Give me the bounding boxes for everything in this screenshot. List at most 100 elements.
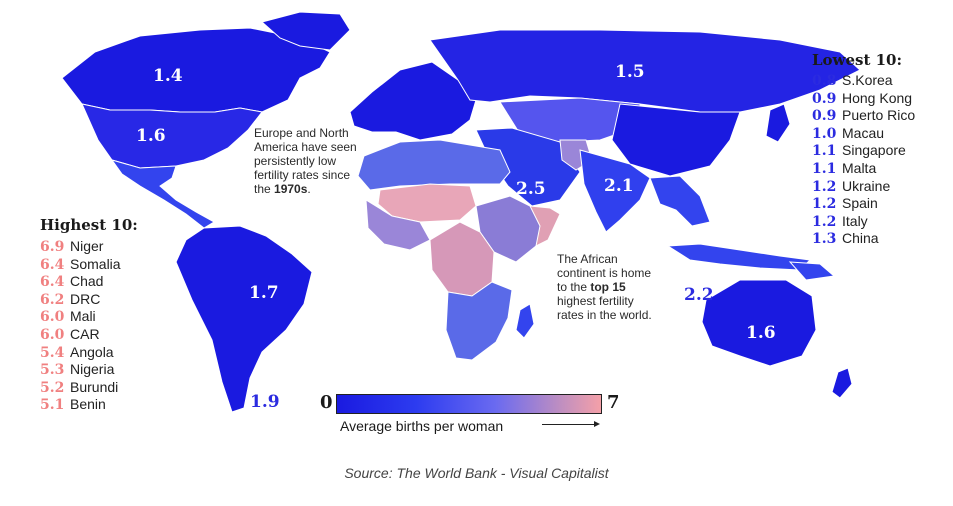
list-item: 1.3 China [812, 230, 915, 248]
callout-line: continent is home [557, 266, 652, 280]
list-item: 1.2 Italy [812, 213, 915, 231]
item-value: 0.9 [812, 108, 837, 125]
japan-region [765, 103, 791, 143]
item-value: 1.3 [812, 231, 837, 248]
callout-line: rates in the world. [557, 308, 652, 322]
new-zealand-region [831, 367, 853, 399]
item-value: 1.1 [812, 143, 837, 160]
middle-east-value: 2.5 [516, 179, 546, 199]
canada-value: 1.4 [153, 66, 183, 86]
list-item: 6.9 Niger [40, 238, 121, 256]
scale-title: Average births per woman [340, 418, 504, 434]
madagascar-region [515, 303, 535, 339]
world-map [61, 11, 861, 413]
item-country: Malta [842, 159, 877, 176]
callout-text: . [307, 182, 311, 196]
callout-line: persistently low [254, 154, 337, 168]
southeast-asia-region [649, 175, 711, 227]
item-value: 6.4 [40, 256, 65, 273]
southern-africa-region [445, 281, 513, 361]
list-item: 6.2 DRC [40, 291, 121, 309]
south-america-region [175, 225, 313, 413]
highest-list-title: Highest 10: [40, 216, 138, 234]
list-item: 1.0 Macau [812, 125, 915, 143]
callout-text: the [254, 182, 275, 196]
greenland-region [260, 11, 351, 51]
russia-region [429, 29, 861, 113]
item-value: 6.2 [40, 291, 65, 308]
usa-value: 1.6 [136, 126, 166, 146]
india-region [579, 149, 651, 233]
item-country: China [842, 230, 879, 247]
item-value: 6.0 [40, 309, 65, 326]
item-country: Macau [842, 124, 885, 141]
southeast-asia-value: 2.2 [684, 285, 714, 305]
scale-max-label: 7 [607, 392, 620, 413]
india-value: 2.1 [604, 176, 634, 196]
arrow-right-icon [542, 421, 600, 427]
north-africa-region [357, 139, 511, 191]
item-value: 1.0 [812, 125, 837, 142]
australia-value: 1.6 [746, 323, 776, 343]
list-item: 1.2 Spain [812, 195, 915, 213]
item-value: 5.4 [40, 344, 65, 361]
item-country: Somalia [70, 255, 121, 272]
item-country: Burundi [70, 378, 119, 395]
somalia-region [529, 205, 561, 247]
item-country: Puerto Rico [842, 107, 916, 124]
list-item: 5.3 Nigeria [40, 361, 121, 379]
callout-line: The African [557, 252, 618, 266]
item-value: 1.2 [812, 196, 837, 213]
list-item: 0.8 S.Korea [812, 72, 915, 90]
fertility-map-figure: 1.4 1.5 1.6 2.5 2.1 1.7 2.2 1.6 1.9 Euro… [40, 11, 916, 434]
item-value: 6.4 [40, 274, 65, 291]
item-country: Chad [70, 273, 104, 290]
item-country: Angola [70, 343, 114, 360]
item-value: 1.2 [812, 213, 837, 230]
color-scale-bar [336, 394, 602, 414]
lowest-list: 0.8 S.Korea 0.9 Hong Kong 0.9 Puerto Rico 1… [812, 72, 915, 248]
item-value: 5.1 [40, 397, 65, 414]
list-item: 6.0 Mali [40, 308, 121, 326]
list-item: 5.2 Burundi [40, 379, 121, 397]
callout-emphasis: top 15 [590, 280, 626, 294]
callout-emphasis: 1970s [274, 182, 308, 196]
russia-value: 1.5 [615, 62, 645, 82]
brazil-value: 1.7 [249, 283, 279, 303]
argentina-value: 1.9 [250, 392, 280, 412]
item-country: Mali [70, 308, 96, 325]
item-country: Benin [70, 396, 106, 413]
lowest-list-title: Lowest 10: [812, 51, 903, 69]
list-item: 5.4 Angola [40, 344, 121, 362]
callout-line: America have seen [254, 140, 357, 154]
item-value: 6.9 [40, 239, 65, 255]
callout-line: the 1970s. [254, 182, 357, 196]
papua-region [788, 261, 836, 281]
west-africa-region [365, 199, 431, 251]
item-country: DRC [70, 290, 101, 307]
scale-min-label: 0 [320, 392, 333, 413]
item-value: 0.8 [812, 73, 837, 89]
list-item: 6.4 Chad [40, 273, 121, 291]
list-item: 6.0 CAR [40, 326, 121, 344]
europe-region [349, 61, 477, 141]
callout-line: highest fertility [557, 294, 634, 308]
item-country: Niger [70, 238, 104, 254]
list-item: 0.9 Puerto Rico [812, 107, 915, 125]
source-caption: Source: The World Bank - Visual Capitali… [344, 465, 609, 481]
item-country: Italy [842, 212, 868, 229]
callout-line: to the top 15 [557, 280, 652, 294]
item-country: Singapore [842, 142, 906, 159]
list-item: 0.9 Hong Kong [812, 90, 915, 108]
highest-list: 6.9 Niger 6.4 Somalia 6.4 Chad 6.2 DRC 6.0 Ma… [40, 238, 121, 414]
item-country: Spain [842, 195, 878, 212]
item-value: 0.9 [812, 90, 837, 107]
item-value: 5.2 [40, 379, 65, 396]
china-region [611, 103, 741, 177]
sahel-region [377, 183, 477, 223]
callout-line: fertility rates since [254, 168, 351, 182]
africa-callout: The African continent is home to the top… [557, 252, 652, 322]
item-value: 5.3 [40, 362, 65, 379]
list-item: 1.1 Malta [812, 160, 915, 178]
europe-north-america-callout: Europe and North America have seen persi… [254, 126, 357, 196]
